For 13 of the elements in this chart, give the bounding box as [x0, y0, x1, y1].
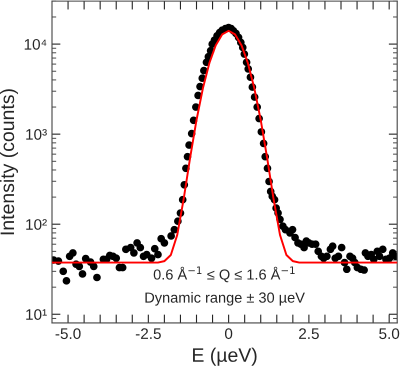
- y-axis-title: Intensity (counts): [0, 89, 18, 234]
- x-tick-label: 0: [224, 328, 232, 340]
- annotation: 0.6 Å$^{−1}$ ≤ Q ≤ 1.6 Å$^{−1}$: [154, 266, 295, 282]
- x-tick-label: 5.0: [379, 328, 400, 340]
- x-tick-label: -5.0: [56, 328, 81, 340]
- x-tick-label: 2.5: [299, 328, 319, 340]
- y-tick-label: 10²: [26, 219, 47, 230]
- x-tick-label: -2.5: [136, 328, 161, 340]
- x-axis-title: E (µeV): [193, 348, 257, 366]
- y-tick-label: 10⁴: [24, 38, 46, 50]
- y-tick-label: 10¹: [26, 309, 47, 320]
- annotation: Dynamic range ± 30 µeV: [145, 292, 305, 306]
- y-tick-label: 10³: [26, 129, 47, 140]
